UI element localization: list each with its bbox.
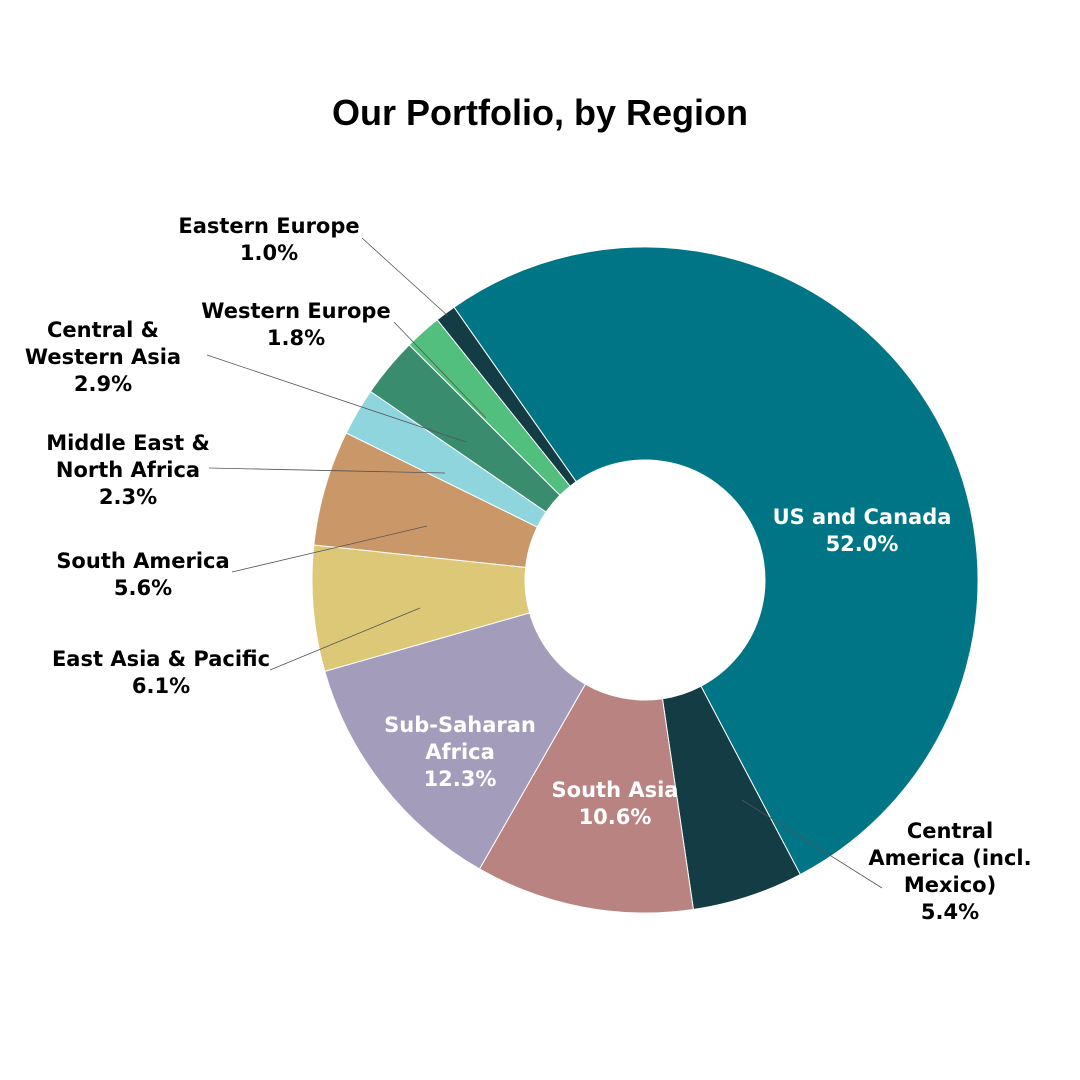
leader-line	[206, 354, 467, 443]
leader-line	[269, 607, 421, 671]
slice-eastern-europe	[436, 306, 577, 487]
slice-sub-saharan-africa	[324, 612, 587, 870]
data-label: Central & Western Asia 2.9%	[25, 318, 181, 396]
leader-line	[361, 237, 449, 317]
data-label: Middle East & North Africa 2.3%	[46, 431, 210, 509]
leader-line	[208, 467, 446, 474]
data-label: Sub-Saharan Africa 12.3%	[384, 713, 536, 791]
leader-line	[393, 321, 487, 419]
data-label: South Asia 10.6%	[552, 778, 679, 829]
data-label: US and Canada 52.0%	[773, 505, 952, 556]
data-label: Western Europe 1.8%	[201, 299, 390, 350]
slice-us-and-canada	[453, 246, 979, 876]
slice-south-asia	[478, 683, 694, 914]
leader-line	[231, 525, 428, 573]
data-label: East Asia & Pacific 6.1%	[52, 647, 270, 698]
data-label: Central America (incl. Mexico) 5.4%	[868, 819, 1031, 924]
leader-line	[741, 799, 883, 889]
data-label: Eastern Europe 1.0%	[178, 214, 359, 265]
data-label: South America 5.6%	[56, 549, 229, 600]
chart-title: Our Portfolio, by Region	[332, 92, 748, 133]
